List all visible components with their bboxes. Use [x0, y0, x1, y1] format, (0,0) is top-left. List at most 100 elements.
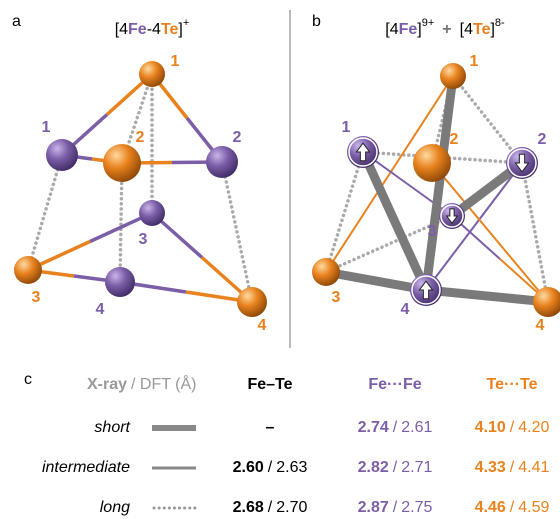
atom-label: 1: [470, 53, 479, 70]
table-cell: 2.74/2.61: [358, 419, 433, 436]
title-part: [4: [385, 21, 398, 38]
te-atom: [103, 144, 141, 182]
bond-long: [26, 153, 64, 272]
atom-label: 4: [536, 317, 545, 334]
te-atom: [237, 287, 267, 317]
atom-label: 2: [233, 129, 242, 146]
atom-label: 2: [450, 131, 459, 148]
panel-title: [4Fe]9+ + [4Te]8-: [385, 17, 505, 38]
atom-label: 1: [342, 119, 351, 136]
separator: /: [510, 459, 515, 476]
bond-long: [520, 161, 550, 304]
spin-arrow: [418, 280, 434, 300]
spin-ring: [348, 137, 378, 167]
bond-long: [361, 150, 524, 165]
spin-arrow: [514, 153, 530, 173]
xray-value: 2.74: [358, 419, 389, 436]
separator: /: [510, 499, 515, 516]
separator: /: [268, 459, 273, 476]
column-header: Fe–Te: [247, 376, 292, 393]
table-cell: 2.82/2.71: [358, 459, 433, 476]
table-cell: 4.46/4.59: [475, 499, 550, 516]
bond-short: [425, 285, 549, 307]
atom-label: 1: [171, 53, 180, 70]
row-label: intermediate: [42, 459, 130, 476]
atom-label: 4: [96, 301, 105, 318]
dft-value: 2.70: [276, 499, 307, 516]
table-header: X-ray / DFT (Å): [87, 374, 197, 393]
fe-atom: [46, 139, 78, 171]
row-label: short: [94, 419, 130, 436]
panel-title: [4Fe-4Te]+: [115, 17, 190, 38]
title-sup: 9+: [422, 17, 435, 29]
spin-ring: [411, 275, 441, 305]
separator: /: [393, 459, 398, 476]
te-atom: [139, 61, 165, 87]
fe-atom: [139, 200, 165, 226]
title-sup: +: [183, 17, 189, 29]
spin-ring: [507, 148, 537, 178]
atom-label: 3: [139, 231, 148, 248]
title-part: [4: [460, 21, 473, 38]
title-part: Te: [473, 21, 491, 38]
table-cell: 2.87/2.75: [358, 499, 433, 516]
title-part: [4: [115, 21, 128, 38]
xray-value: 4.10: [475, 419, 506, 436]
title-part: ]: [417, 21, 421, 38]
bond-short: [325, 267, 427, 295]
atom-label: 2: [538, 131, 547, 148]
separator: /: [393, 419, 398, 436]
atom-label: 4: [258, 317, 267, 334]
column-header: Te···Te: [487, 376, 538, 393]
atoms: 1 1 2 2 3 3 4 4 1 1 2 2 3 3 4 4: [14, 53, 560, 334]
atom-label: 2: [136, 129, 145, 146]
header-part: X-ray: [87, 376, 127, 393]
dft-value: 2.71: [401, 459, 432, 476]
xray-value: 2.60: [233, 459, 264, 476]
fe-atom: [206, 146, 238, 178]
xray-value: 2.87: [358, 499, 389, 516]
te-atom: [533, 287, 560, 317]
row-label: long: [100, 499, 130, 516]
title-part: ]: [178, 21, 182, 38]
dft-value: 4.20: [518, 419, 549, 436]
title-part: Fe: [128, 21, 147, 38]
separator: /: [510, 419, 515, 436]
atom-label: 3: [32, 289, 41, 306]
table-cell: 2.68/2.70: [233, 499, 308, 516]
bond-long: [220, 160, 254, 304]
table-cell: –: [266, 419, 275, 436]
fe-atom: [105, 267, 135, 297]
title-part: +: [442, 21, 451, 38]
xray-value: 4.33: [475, 459, 506, 476]
atom-label: 1: [42, 119, 51, 136]
title-part: Te: [161, 21, 179, 38]
te-atom: [413, 144, 451, 182]
atom-label: 3: [332, 289, 341, 306]
xray-value: –: [266, 419, 275, 436]
title-part: Fe: [399, 21, 418, 38]
title-part: ]: [490, 21, 494, 38]
bond: [388, 75, 454, 175]
te-atom: [440, 63, 466, 89]
header-part: / DFT (Å): [131, 374, 196, 393]
table-cell: 4.10/4.20: [475, 419, 550, 436]
dft-value: 2.61: [401, 419, 432, 436]
dft-value: 4.59: [518, 499, 549, 516]
table-cell: 2.60/2.63: [233, 459, 308, 476]
column-header: Fe···Fe: [368, 376, 421, 393]
atom-label: 3: [428, 223, 437, 240]
bond-long: [118, 161, 124, 284]
bond-long: [324, 150, 365, 274]
spin-arrow: [355, 142, 371, 162]
separator: /: [393, 499, 398, 516]
bond-short: [358, 150, 431, 292]
bond-short: [421, 75, 458, 291]
title-part: -4: [147, 21, 161, 38]
table-cell: 4.33/4.41: [475, 459, 550, 476]
spin-ring: [440, 204, 464, 228]
panel-label: a: [12, 13, 21, 30]
bond-long: [451, 74, 524, 165]
